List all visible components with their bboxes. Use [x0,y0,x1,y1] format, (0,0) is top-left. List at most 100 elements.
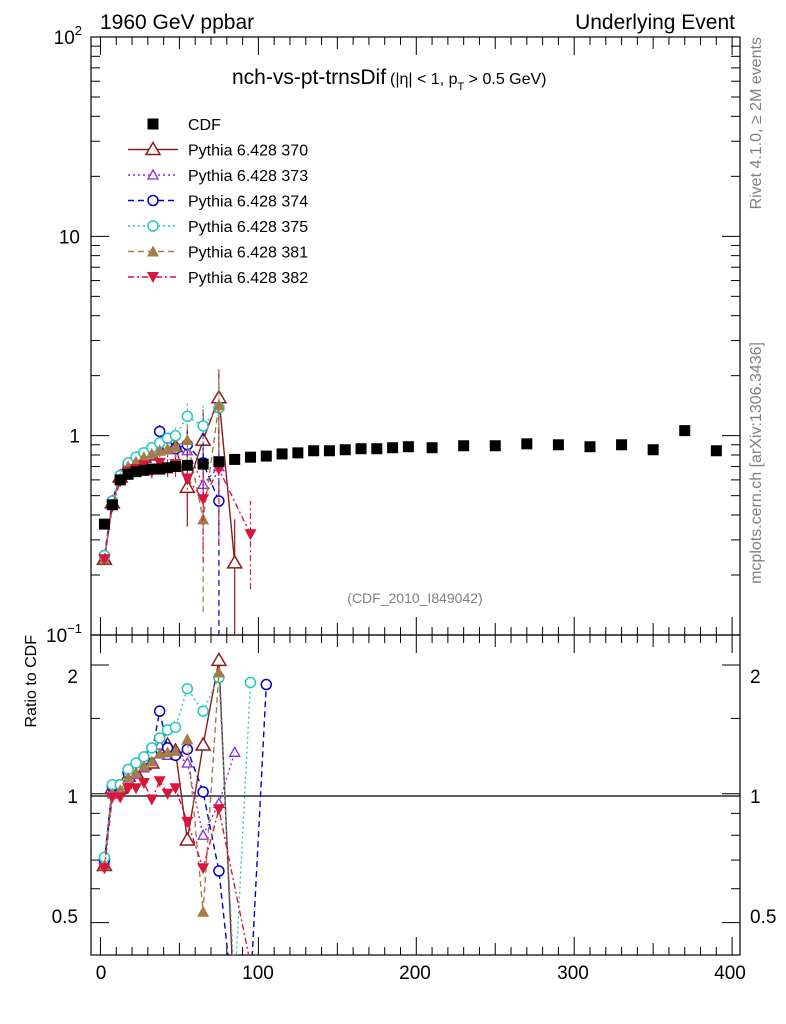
main-ytick-label: 10−1 [46,621,82,647]
data-point [584,441,596,453]
data-point [212,399,225,411]
data-point [402,441,414,453]
data-point [179,478,196,494]
data-point [146,742,158,754]
chart-title-main: nch-vs-pt-trnsDif [232,66,386,89]
rivet-label: Rivet 4.1.0, ≥ 2M events [748,37,765,209]
analysis-watermark: (CDF_2010_I849042) [347,590,482,606]
data-point [210,651,228,667]
series-cdf [98,425,722,530]
data-point [145,794,158,806]
data-point [244,451,256,463]
series-pythia-6-428-382 [98,776,250,955]
data-point [228,1011,242,1023]
data-point [260,450,272,462]
header-right: Underlying Event [575,11,735,34]
data-point [114,784,127,796]
data-point [229,453,241,465]
series-line [103,660,233,955]
legend-label: Pythia 6.428 373 [188,168,308,185]
legend-item: CDF [147,117,221,134]
data-point [169,721,182,734]
data-point [169,461,181,473]
main-ytick-label: 10 [59,227,80,248]
data-point [197,705,209,717]
data-point [647,444,659,456]
legend-label: Pythia 6.428 370 [188,143,308,160]
data-point [213,456,225,468]
data-point [197,828,210,840]
data-point [679,425,691,437]
chart-title: nch-vs-pt-trnsDif (|η| < 1, pT > 0.5 GeV) [232,66,547,93]
data-point [458,440,470,452]
data-point [197,863,210,875]
data-point [98,518,110,530]
data-point [197,458,209,470]
data-point [130,455,143,467]
legend: CDF Pythia 6.428 370 Pythia 6.428 373 Pythi… [128,117,308,287]
data-point [197,786,209,798]
legend-item: Pythia 6.428 373 [128,168,308,185]
data-point [162,462,174,474]
data-point [122,468,134,480]
data-point [106,792,119,804]
data-point [153,425,166,438]
data-point [226,554,244,569]
data-point [98,554,111,566]
legend-marker [147,220,159,232]
data-point [154,463,166,475]
data-point [552,439,564,451]
data-point [181,434,194,446]
data-point [181,733,194,745]
main-axis-ticks [91,37,740,636]
data-point [98,863,111,875]
data-point [181,473,194,485]
ratio-ytick-right-0.5: 0.5 [750,907,776,928]
xtick-label-400: 400 [714,963,746,984]
data-point [371,443,383,455]
chart-title-pt: > 0.5 GeV) [464,71,546,88]
ratio-series-layer [96,651,273,1023]
series-line [103,779,250,955]
legend-label: Pythia 6.428 375 [188,219,308,236]
data-point [153,457,166,469]
ytick-base: 10 [46,626,67,647]
data-point [212,666,225,678]
ytick-exponent: 2 [75,23,82,38]
data-point [169,440,182,452]
data-point [181,459,193,471]
data-point [308,445,320,457]
data-point [146,463,158,475]
legend-marker [144,141,162,156]
data-point [197,420,209,432]
data-point [137,451,150,463]
data-point [130,783,143,795]
data-point [181,682,194,695]
ratio-plot-frame [90,634,741,956]
legend-marker [146,168,160,180]
data-point [114,792,127,804]
data-point [153,776,166,788]
data-point [197,905,210,917]
data-point [145,447,158,459]
data-point [122,783,135,795]
data-point [197,494,210,506]
series-pythia-6-428-381 [98,370,225,613]
header-left: 1960 GeV ppbar [100,11,254,34]
series-line [103,684,267,955]
chart-title-eta: (|η| < 1, p [390,71,458,88]
data-point [169,744,182,756]
data-point [179,831,196,846]
data-point [521,438,533,450]
data-point [323,445,335,457]
data-point [137,777,150,789]
xtick-label-200: 200 [399,963,431,984]
ytick-base: 10 [59,227,80,248]
data-point [114,474,126,486]
chart-title-t-sub: T [458,81,465,93]
ratio-ytick-left-1: 1 [67,787,78,808]
legend-marker [147,194,159,207]
data-point [137,760,150,772]
